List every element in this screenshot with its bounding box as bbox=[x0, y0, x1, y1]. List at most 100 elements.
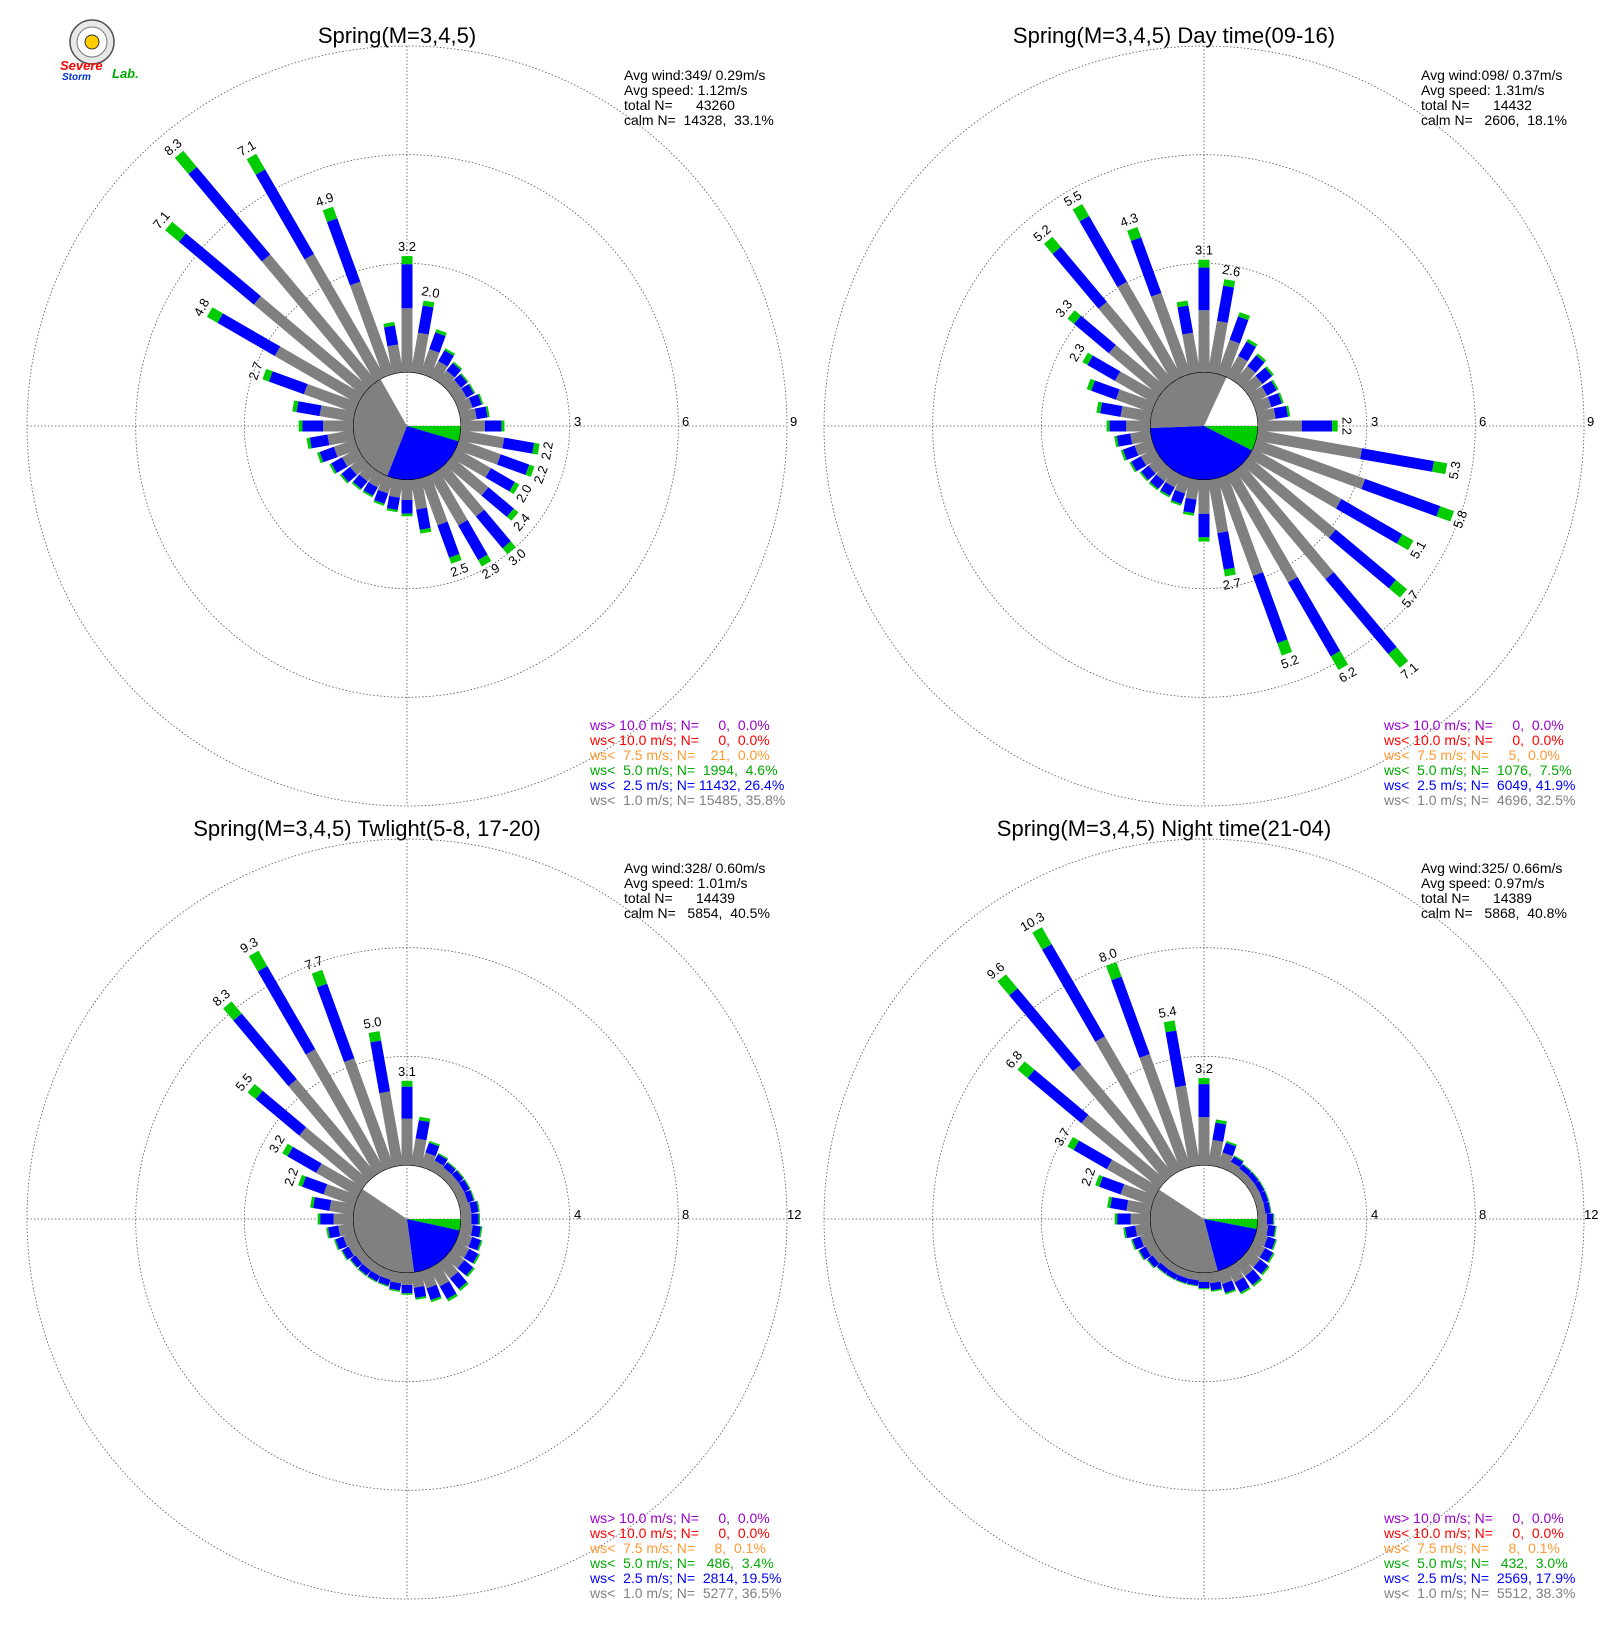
bar-value-label: 4.3 bbox=[1118, 210, 1140, 230]
bar-segment-blue bbox=[326, 218, 361, 286]
bar-segment-blue bbox=[350, 1255, 363, 1268]
legend: ws> 10.0 m/s; N= 0, 0.0% ws< 10.0 m/s; N… bbox=[589, 1510, 781, 1601]
bar-segment-green bbox=[1432, 460, 1448, 475]
stat-total-n: total N= 14439 bbox=[624, 890, 735, 906]
bar-segment-gray bbox=[1168, 1263, 1182, 1275]
bar-value-label: 2.2 bbox=[538, 441, 556, 461]
bar-segment-gray bbox=[1198, 1273, 1210, 1282]
bar-segment-blue bbox=[1124, 1225, 1138, 1239]
bar-value-label: 7.7 bbox=[303, 953, 325, 973]
bar-segment-blue bbox=[1255, 367, 1273, 384]
direction-bar bbox=[459, 406, 490, 423]
bar-segment-green bbox=[476, 1200, 480, 1212]
bar-segment-green bbox=[1198, 1288, 1210, 1290]
direction-bar bbox=[455, 1189, 475, 1206]
direction-bar bbox=[1248, 448, 1414, 551]
bar-segment-blue bbox=[425, 1142, 440, 1157]
direction-bar bbox=[1217, 1267, 1236, 1295]
bar-segment-green bbox=[506, 508, 519, 521]
bar-segment-green bbox=[1332, 420, 1338, 432]
bar-segment-gray bbox=[1258, 420, 1302, 432]
bar-segment-blue bbox=[1287, 576, 1341, 657]
bar-segment-green bbox=[306, 437, 312, 449]
bar-segment-blue bbox=[386, 495, 400, 510]
direction-bar bbox=[1256, 1201, 1272, 1216]
bar-segment-green bbox=[1176, 300, 1189, 308]
bar-segment-green bbox=[1233, 1155, 1244, 1162]
direction-bar bbox=[298, 420, 354, 432]
bar-value-label: 4.9 bbox=[313, 189, 335, 209]
bar-segment-green bbox=[452, 361, 463, 371]
bar-segment-green bbox=[223, 1001, 242, 1021]
bar-segment-gray bbox=[1120, 406, 1152, 423]
bar-segment-green bbox=[997, 974, 1018, 996]
bar-segment-green bbox=[1067, 1136, 1080, 1151]
bar-segment-green bbox=[1170, 500, 1182, 506]
direction-bar bbox=[292, 400, 355, 423]
bar-segment-blue bbox=[1263, 1202, 1271, 1214]
bar-value-label: 8.0 bbox=[1097, 945, 1119, 965]
direction-bar bbox=[1176, 300, 1201, 374]
direction-bar bbox=[1067, 1136, 1160, 1197]
bar-segment-gray bbox=[1140, 1232, 1156, 1247]
bar-value-label: 5.4 bbox=[1157, 1003, 1177, 1021]
direction-bar bbox=[310, 1196, 355, 1216]
direction-bar bbox=[420, 329, 447, 378]
bar-segment-green bbox=[460, 373, 469, 383]
bar-segment-blue bbox=[1230, 1156, 1244, 1168]
bar-segment-blue bbox=[469, 1201, 479, 1214]
bar-segment-green bbox=[298, 1174, 306, 1187]
direction-bar bbox=[401, 480, 413, 517]
bar-segment-gray bbox=[437, 463, 485, 517]
bar-segment-green bbox=[1138, 1250, 1145, 1261]
bar-segment-green bbox=[1388, 579, 1408, 598]
bar-segment-green bbox=[174, 150, 197, 174]
bar-segment-blue bbox=[463, 1248, 479, 1264]
direction-bar bbox=[1241, 1249, 1270, 1276]
ring-label-middle: 6 bbox=[682, 414, 689, 429]
bar-segment-green bbox=[419, 527, 432, 534]
bar-segment-blue bbox=[502, 437, 535, 454]
direction-bar bbox=[1248, 1241, 1275, 1263]
bar-segment-blue bbox=[1130, 237, 1162, 297]
direction-bar bbox=[223, 1001, 377, 1182]
bar-segment-green bbox=[1278, 392, 1284, 404]
bar-segment-blue bbox=[1252, 572, 1288, 644]
bar-segment-gray bbox=[1248, 1183, 1260, 1197]
direction-bar bbox=[444, 456, 519, 521]
bar-segment-blue bbox=[320, 1213, 334, 1225]
legend-item: ws< 10.0 m/s; N= 0, 0.0% bbox=[589, 732, 770, 748]
bar-segment-blue bbox=[401, 1284, 413, 1294]
direction-bar bbox=[455, 439, 535, 477]
direction-bar bbox=[410, 1271, 427, 1300]
bar-segment-gray bbox=[288, 1079, 377, 1182]
direction-bar bbox=[1138, 1241, 1160, 1261]
direction-bar bbox=[317, 1213, 353, 1225]
panel-spring-nighttime: Spring(M=3,4,5) Night time(21-04) Avg wi… bbox=[823, 816, 1598, 1601]
bar-segment-green bbox=[1251, 1171, 1260, 1181]
bar-segment-gray bbox=[387, 344, 404, 374]
ring-labels: 4 8 12 bbox=[1371, 1207, 1598, 1222]
bar-segment-green bbox=[1139, 471, 1149, 482]
bar-segment-gray bbox=[1256, 1202, 1266, 1216]
bar-segment-green bbox=[1223, 567, 1236, 577]
bar-segment-green bbox=[456, 1169, 465, 1179]
bar-segment-gray bbox=[1130, 429, 1152, 445]
calm-pie-slice-gray bbox=[352, 379, 407, 477]
bar-segment-blue bbox=[1177, 305, 1194, 335]
bar-segment-blue bbox=[1216, 285, 1235, 323]
direction-bar bbox=[1044, 236, 1174, 389]
direction-bar bbox=[420, 474, 462, 564]
calm-pie-slice-blue bbox=[387, 426, 459, 481]
bar-segment-gray bbox=[305, 1049, 385, 1175]
bar-segment-green bbox=[401, 513, 413, 517]
bar-segment-gray bbox=[1256, 408, 1276, 423]
bar-segment-blue bbox=[331, 457, 348, 473]
stat-avg-speed: Avg speed: 1.12m/s bbox=[624, 82, 747, 98]
bar-segment-blue bbox=[1165, 1269, 1179, 1280]
bar-segment-green bbox=[1258, 1180, 1266, 1191]
bar-segment-gray bbox=[1217, 339, 1240, 378]
legend: ws> 10.0 m/s; N= 0, 0.0% ws< 10.0 m/s; N… bbox=[589, 717, 785, 808]
legend-item: ws> 10.0 m/s; N= 0, 0.0% bbox=[589, 1510, 770, 1526]
bar-segment-green bbox=[206, 307, 223, 323]
